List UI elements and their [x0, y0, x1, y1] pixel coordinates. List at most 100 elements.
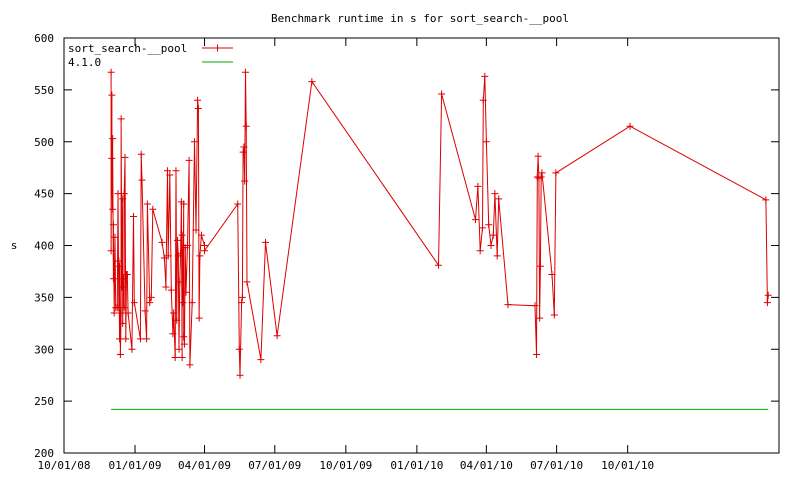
data-point — [234, 200, 242, 208]
data-point — [170, 309, 178, 317]
data-point — [235, 345, 243, 353]
data-point — [123, 271, 131, 279]
y-tick-label: 600 — [34, 32, 54, 45]
data-point — [121, 153, 129, 161]
data-point — [129, 212, 137, 220]
data-point — [171, 354, 179, 362]
data-point — [116, 335, 124, 343]
data-point — [273, 332, 281, 340]
data-point — [109, 135, 117, 143]
data-point — [241, 177, 249, 185]
data-point — [479, 96, 487, 104]
y-tick-label: 550 — [34, 84, 54, 97]
data-point — [120, 304, 128, 312]
data-point — [192, 226, 200, 234]
x-tick-label: 01/01/09 — [109, 459, 162, 472]
data-point — [158, 238, 166, 246]
data-point — [107, 68, 115, 76]
y-tick-label: 450 — [34, 188, 54, 201]
data-point — [238, 293, 246, 301]
y-tick-label: 350 — [34, 291, 54, 304]
data-point — [476, 247, 484, 255]
data-point — [262, 238, 270, 246]
x-tick-label: 07/01/10 — [530, 459, 583, 472]
x-tick-label: 10/01/10 — [601, 459, 654, 472]
chart-title: Benchmark runtime in s for sort_search-_… — [271, 12, 569, 25]
data-point — [109, 221, 117, 229]
data-point — [137, 150, 145, 158]
data-point — [197, 231, 205, 239]
data-point — [186, 361, 194, 369]
data-point — [478, 224, 486, 232]
data-point — [472, 216, 480, 224]
data-point — [236, 371, 244, 379]
data-point — [491, 190, 499, 198]
data-point — [114, 190, 122, 198]
data-point — [172, 167, 180, 175]
data-point — [179, 299, 187, 307]
data-point — [438, 90, 446, 98]
legend-label: 4.1.0 — [68, 56, 101, 69]
data-point — [180, 333, 188, 341]
data-point — [108, 154, 116, 162]
data-point — [110, 309, 118, 317]
y-axis-label: s — [11, 239, 18, 252]
series-layer — [107, 68, 772, 410]
data-point — [109, 205, 117, 213]
data-point — [160, 254, 168, 262]
axes: 200 250 300 350 400 450 500 550 600 10/01/08 01/01… — [34, 32, 780, 472]
data-point — [147, 293, 155, 301]
data-point — [117, 309, 125, 317]
data-point — [194, 105, 202, 113]
data-point — [531, 302, 539, 310]
data-point — [482, 138, 490, 146]
data-point — [128, 345, 136, 353]
data-point — [239, 148, 247, 156]
data-point — [138, 176, 146, 184]
data-point — [764, 291, 772, 299]
data-point — [195, 314, 203, 322]
data-point — [180, 200, 188, 208]
data-point — [194, 96, 202, 104]
data-point — [175, 345, 183, 353]
data-point — [178, 354, 186, 362]
data-point — [169, 330, 177, 338]
data-point — [474, 182, 482, 190]
data-point — [178, 231, 186, 239]
data-point — [143, 335, 151, 343]
data-point — [174, 236, 182, 244]
data-point — [548, 271, 556, 279]
data-point — [626, 122, 634, 130]
data-point — [167, 286, 175, 294]
data-point — [130, 299, 138, 307]
x-tick-label: 04/01/09 — [178, 459, 231, 472]
data-point — [109, 275, 117, 283]
data-point — [537, 173, 545, 181]
data-point — [116, 350, 124, 358]
y-tick-label: 500 — [34, 136, 54, 149]
y-tick-label: 300 — [34, 343, 54, 356]
data-point — [493, 252, 501, 260]
data-point — [762, 196, 770, 204]
data-point — [122, 335, 130, 343]
data-point — [149, 205, 157, 213]
data-point — [504, 301, 512, 309]
data-point — [552, 169, 560, 177]
data-point — [196, 252, 204, 260]
data-point — [176, 278, 184, 286]
x-tick-label: 07/01/09 — [248, 459, 301, 472]
x-tick-label: 01/01/10 — [390, 459, 443, 472]
data-point — [118, 283, 126, 291]
plot-frame — [63, 37, 780, 454]
data-point — [180, 340, 188, 348]
data-point — [115, 257, 123, 265]
data-point — [533, 350, 541, 358]
data-point — [120, 190, 128, 198]
data-point — [434, 261, 442, 269]
y-tick-label: 250 — [34, 395, 54, 408]
data-point — [763, 299, 771, 307]
data-point — [489, 231, 497, 239]
data-point — [117, 115, 125, 123]
data-point — [243, 278, 251, 286]
